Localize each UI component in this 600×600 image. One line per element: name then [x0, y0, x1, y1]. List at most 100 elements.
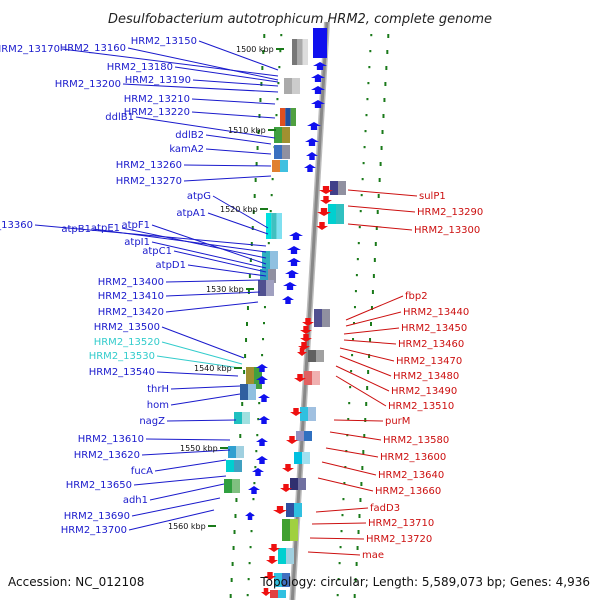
feature-block	[282, 573, 290, 587]
feature-block	[304, 431, 312, 441]
reverse-gene-arrow	[300, 334, 312, 342]
gene-label-left: HRM2_13530	[89, 351, 155, 362]
gene-label-left: HRM2_13270	[116, 176, 182, 187]
gene-label-left: kamA2	[169, 144, 204, 155]
gene-label-left: HRM2_13200	[55, 79, 121, 90]
reverse-gene-arrow	[290, 408, 302, 416]
feature-block	[271, 213, 277, 239]
leader-line	[122, 83, 279, 93]
feature-block	[302, 452, 310, 464]
reverse-gene-arrow	[294, 374, 306, 382]
gene-label-right: HRM2_13710	[368, 518, 434, 529]
gene-label-right: HRM2_13300	[414, 225, 480, 236]
feature-block	[262, 251, 270, 269]
feature-block	[292, 39, 298, 65]
leader-line	[145, 438, 231, 441]
leader-line	[191, 98, 276, 105]
feature-block	[328, 204, 336, 224]
gene-label-left: HRM2_13190	[125, 75, 191, 86]
gene-label-left: ddlB2	[175, 130, 204, 141]
forward-gene-arrow	[307, 122, 321, 130]
gene-label-left: HRM2_13610	[78, 434, 144, 445]
topology-text: Topology: circular; Length: 5,589,073 bp…	[259, 575, 590, 589]
leader-line	[205, 134, 272, 145]
reverse-gene-arrow	[268, 544, 280, 552]
gene-label-left: hom	[147, 400, 169, 411]
leader-line	[173, 250, 267, 273]
feature-block	[274, 573, 282, 587]
gene-label-right: sulP1	[419, 191, 446, 202]
leader-line	[307, 551, 361, 556]
feature-block	[274, 127, 282, 143]
gene-label-left: HRM2_13170	[0, 44, 60, 55]
leader-line	[92, 228, 267, 253]
gene-label-left: atpI1	[124, 237, 150, 248]
feature-block	[266, 280, 274, 296]
gene-label-left: HRM2_13210	[124, 94, 190, 105]
gene-label-left: HRM2_13540	[89, 367, 155, 378]
leader-line	[212, 195, 269, 229]
gene-label-right: mae	[362, 550, 384, 561]
gene-label-left: ddlB1	[105, 112, 134, 123]
scale-label: 1560 kbp	[168, 522, 206, 531]
feature-block	[258, 280, 266, 296]
scale-label: 1550 kbp	[180, 444, 218, 453]
leader-line	[183, 164, 272, 167]
feature-block	[336, 204, 344, 224]
leader-line	[127, 47, 279, 81]
gene-label-right: HRM2_13450	[401, 323, 467, 334]
leader-line	[166, 419, 237, 422]
leader-line	[135, 116, 276, 139]
reverse-gene-arrow	[273, 506, 287, 514]
gene-label-left: HRM2_13410	[98, 291, 164, 302]
gene-label-left: HRM2_13420	[98, 307, 164, 318]
gene-label-right: HRM2_13290	[417, 207, 483, 218]
leader-line	[345, 311, 402, 327]
feature-block	[308, 407, 316, 421]
gene-label-right: HRM2_13490	[391, 386, 457, 397]
feature-block	[246, 367, 254, 389]
leader-line	[315, 507, 369, 513]
feature-block	[272, 160, 280, 172]
leader-line	[311, 522, 367, 525]
leader-line	[174, 66, 279, 83]
leader-line	[343, 327, 400, 335]
feature-block	[278, 548, 286, 564]
feature-block	[270, 251, 278, 269]
feature-block	[232, 479, 240, 493]
reverse-gene-arrow	[320, 196, 332, 204]
leader-line	[335, 375, 387, 407]
feature-block	[226, 460, 234, 472]
gene-label-left: atpA1	[176, 208, 206, 219]
reverse-gene-arrow	[264, 572, 276, 580]
leader-line	[339, 347, 395, 362]
scale-label: 1500 kbp	[236, 45, 274, 54]
leader-line	[347, 189, 418, 197]
feature-block	[282, 145, 290, 159]
feature-block	[308, 350, 316, 362]
leader-line	[161, 326, 245, 359]
feature-block	[242, 412, 250, 424]
gene-label-left: HRM2_13180	[107, 62, 173, 73]
gene-label-left: atpF1	[121, 220, 150, 231]
leader-line	[309, 537, 365, 540]
leader-line	[165, 301, 259, 313]
gene-label-left: HRM2_13520	[94, 337, 160, 348]
feature-block	[268, 269, 276, 283]
gene-label-right: HRM2_13440	[403, 307, 469, 318]
gene-label-left: atpG	[187, 191, 211, 202]
forward-gene-arrow	[258, 394, 270, 402]
leader-line	[347, 223, 413, 231]
gene-label-left: HRM2_13150	[131, 36, 197, 47]
forward-gene-arrow	[305, 138, 319, 146]
feature-block	[286, 503, 294, 517]
reverse-gene-arrow	[316, 222, 328, 230]
leader-line	[191, 111, 276, 119]
feature-block	[234, 460, 242, 472]
gene-label-right: purM	[385, 416, 410, 427]
forward-gene-arrow	[304, 164, 316, 172]
feature-block	[280, 108, 286, 126]
feature-block	[294, 503, 302, 517]
leader-line	[151, 224, 267, 265]
